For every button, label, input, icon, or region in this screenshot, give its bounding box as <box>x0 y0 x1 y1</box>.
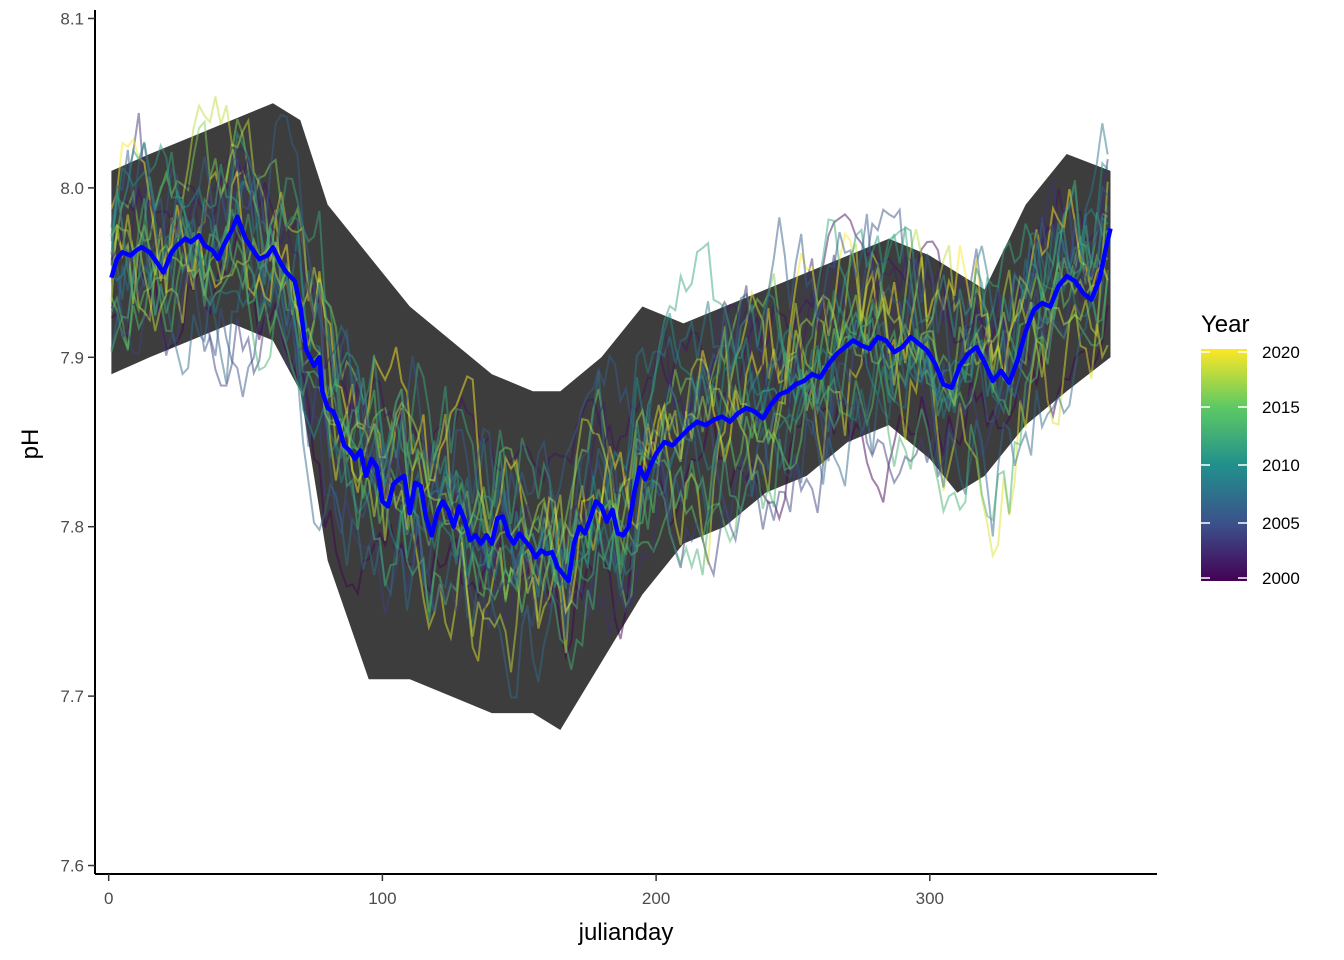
legend-break-label: 2015 <box>1262 398 1300 417</box>
y-tick-label: 7.8 <box>60 518 84 537</box>
legend-break-label: 2005 <box>1262 514 1300 533</box>
y-tick-label: 8.1 <box>60 9 84 28</box>
legend-break-label: 2020 <box>1262 343 1300 362</box>
y-tick-label: 8.0 <box>60 179 84 198</box>
x-axis-title: julianday <box>578 919 674 946</box>
legend-break-label: 2000 <box>1262 569 1300 588</box>
y-axis-title: pH <box>17 429 44 460</box>
year-line-2018 <box>110 96 1109 673</box>
year-line-2006 <box>110 113 1109 522</box>
y-tick-label: 7.7 <box>60 687 84 706</box>
legend-ticks: 2000 2005 2010 2015 2020 <box>1201 343 1300 588</box>
y-tick-label: 7.6 <box>60 857 84 876</box>
legend-title: Year <box>1201 311 1250 338</box>
plot-area <box>109 96 1113 730</box>
year-line-2007 <box>110 243 1109 699</box>
mean-line <box>109 214 1113 584</box>
year-line-2013 <box>110 179 1109 670</box>
x-tick-label: 300 <box>916 889 944 908</box>
axes: 0 100 200 300 7.67.77.87.98.08.1 julianday … <box>17 9 1157 946</box>
x-tick-label: 0 <box>104 889 113 908</box>
year-legend: Year 2000 2005 2010 2015 2020 <box>1201 311 1300 588</box>
year-line-2012 <box>110 151 1109 583</box>
y-tick-label: 7.9 <box>60 348 84 367</box>
mean-line-layer <box>109 214 1113 584</box>
x-tick-label: 100 <box>368 889 396 908</box>
legend-break-label: 2010 <box>1262 456 1300 475</box>
x-ticks: 0 100 200 300 <box>104 874 944 908</box>
x-tick-label: 200 <box>642 889 670 908</box>
y-ticks: 7.6 7.7 7.8 7.9 8.0 8.1 <box>60 9 95 876</box>
